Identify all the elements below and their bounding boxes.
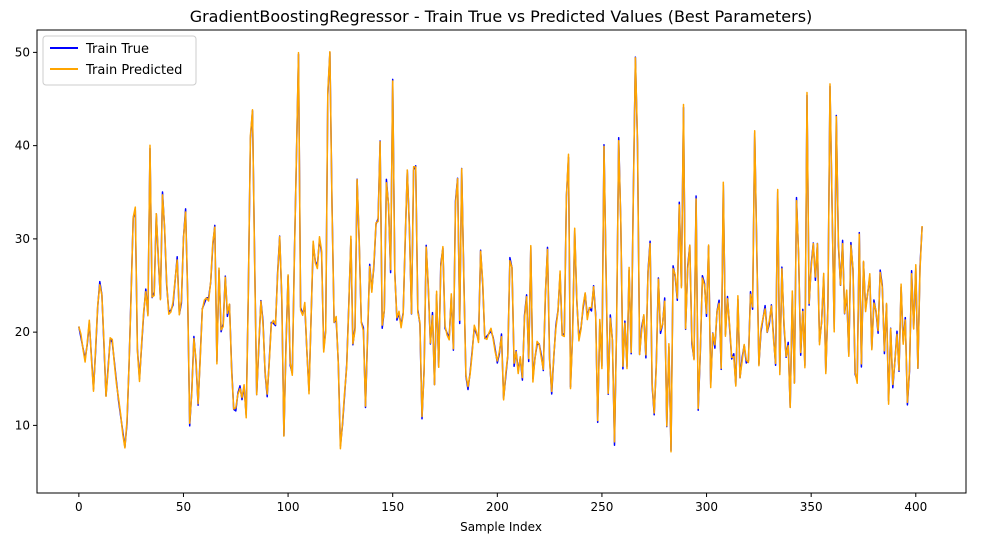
y-axis: 10 20 30 40 50 (15, 45, 37, 432)
x-tick-label: 100 (277, 500, 300, 514)
y-tick-label: 10 (15, 418, 30, 432)
y-tick-label: 40 (15, 139, 30, 153)
x-tick-label: 50 (176, 500, 191, 514)
legend-label-train-true: Train True (85, 42, 149, 57)
plot-lines (78, 50, 923, 453)
x-tick-label: 150 (381, 500, 404, 514)
plot-frame (36, 29, 967, 494)
x-tick-label: 0 (75, 500, 83, 514)
x-tick-label: 200 (486, 500, 509, 514)
series-line-train-predicted (78, 50, 923, 453)
y-tick-label: 50 (15, 45, 30, 59)
x-axis-label: Sample Index (460, 520, 542, 534)
x-tick-label: 250 (590, 500, 613, 514)
x-tick-label: 300 (695, 500, 718, 514)
legend-box (42, 35, 197, 86)
y-tick-label: 30 (15, 232, 30, 246)
x-tick-label: 400 (904, 500, 927, 514)
chart-title: GradientBoostingRegressor - Train True v… (190, 7, 813, 26)
x-axis: 0 50 100 150 200 250 300 350 400 (75, 493, 927, 514)
x-tick-label: 350 (800, 500, 823, 514)
y-tick-label: 20 (15, 325, 30, 339)
legend: Train True Train Predicted (42, 35, 197, 86)
legend-label-train-predicted: Train Predicted (85, 63, 182, 78)
